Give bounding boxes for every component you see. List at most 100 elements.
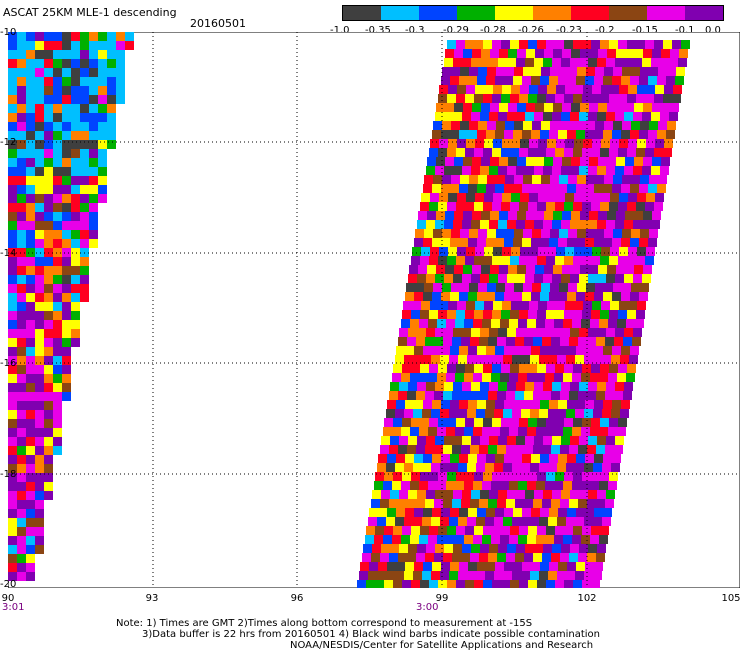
swath-cell — [477, 76, 486, 85]
lat-label: -18 — [0, 469, 17, 480]
swath-cell — [455, 535, 464, 544]
swath-cell — [596, 553, 605, 562]
swath-cell — [474, 310, 483, 319]
swath-cell — [502, 247, 511, 256]
swath-cell — [603, 508, 612, 517]
swath-cell — [80, 293, 89, 302]
swath-cell — [53, 392, 62, 401]
swath-cell — [541, 175, 550, 184]
swath-cell — [612, 454, 621, 463]
swath-cell — [434, 391, 443, 400]
swath-cell — [80, 86, 89, 95]
swath-cell — [625, 265, 634, 274]
swath-cell — [615, 328, 624, 337]
swath-cell — [8, 212, 17, 221]
swath-cell — [447, 148, 456, 157]
swath-cell — [440, 463, 449, 472]
swath-cell — [469, 283, 478, 292]
swath-cell — [377, 517, 386, 526]
swath-cell — [627, 40, 636, 49]
swath-cell — [546, 472, 555, 481]
swath-cell — [627, 94, 636, 103]
swath-cell — [600, 418, 609, 427]
swath-cell — [483, 40, 492, 49]
swath-cell — [512, 571, 521, 580]
swath-cell — [365, 535, 374, 544]
swath-cell — [597, 328, 606, 337]
swath-cell — [588, 220, 597, 229]
swath-cell — [410, 427, 419, 436]
swath-cell — [633, 274, 642, 283]
swath-cell — [44, 167, 53, 176]
swath-cell — [26, 284, 35, 293]
swath-cell — [26, 338, 35, 347]
swath-cell — [483, 364, 492, 373]
swath-cell — [625, 157, 634, 166]
swath-cell — [522, 508, 531, 517]
swath-cell — [529, 301, 538, 310]
swath-cell — [492, 472, 501, 481]
swath-cell — [519, 256, 528, 265]
swath-cell — [600, 310, 609, 319]
swath-cell — [472, 265, 481, 274]
swath-cell — [35, 329, 44, 338]
swath-cell — [538, 247, 547, 256]
swath-cell — [560, 499, 569, 508]
swath-cell — [523, 229, 532, 238]
swath-cell — [489, 544, 498, 553]
swath-cell — [8, 338, 17, 347]
swath-cell — [35, 293, 44, 302]
swath-cell — [622, 67, 631, 76]
swath-cell — [600, 94, 609, 103]
swath-cell — [543, 220, 552, 229]
swath-cell — [17, 50, 26, 59]
swath-cell — [605, 445, 614, 454]
swath-cell — [609, 40, 618, 49]
swath-cell — [453, 220, 462, 229]
swath-cell — [457, 193, 466, 202]
swath-cell — [549, 130, 558, 139]
swath-cell — [534, 544, 543, 553]
swath-cell — [661, 157, 670, 166]
swath-cell — [534, 112, 543, 121]
swath-cell — [8, 194, 17, 203]
swath-cell — [380, 553, 389, 562]
swath-cell — [8, 392, 17, 401]
swath-cell — [618, 364, 627, 373]
swath-cell — [423, 562, 432, 571]
swath-cell — [386, 463, 395, 472]
swath-cell — [597, 58, 606, 67]
swath-cell — [579, 58, 588, 67]
swath-cell — [661, 49, 670, 58]
swath-cell — [466, 85, 475, 94]
swath-cell — [26, 176, 35, 185]
swath-cell — [485, 517, 494, 526]
swath-cell — [35, 275, 44, 284]
color-scale-segment-8 — [647, 6, 685, 20]
swath-cell — [648, 238, 657, 247]
swath-cell — [71, 311, 80, 320]
swath-cell — [446, 481, 455, 490]
swath-cell — [17, 230, 26, 239]
swath-cell — [62, 77, 71, 86]
swath-cell — [573, 472, 582, 481]
swath-cell — [543, 490, 552, 499]
swath-cell — [591, 364, 600, 373]
swath-cell — [501, 40, 510, 49]
swath-cell — [634, 103, 643, 112]
swath-cell — [542, 553, 551, 562]
swath-cell — [44, 131, 53, 140]
swath-cell — [399, 490, 408, 499]
swath-cell — [8, 536, 17, 545]
swath-cell — [485, 355, 494, 364]
swath-cell — [492, 256, 501, 265]
swath-cell — [637, 193, 646, 202]
swath-cell — [567, 184, 576, 193]
swath-cell — [516, 112, 525, 121]
swath-cell — [568, 229, 577, 238]
swath-cell — [553, 265, 562, 274]
swath-cell — [631, 229, 640, 238]
swath-cell — [462, 112, 471, 121]
swath-cell — [552, 490, 561, 499]
swath-cell — [439, 139, 448, 148]
